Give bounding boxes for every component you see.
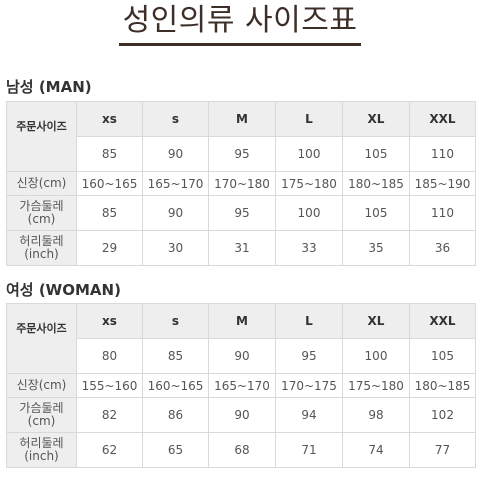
women-height-cell: 175~180 (342, 373, 410, 398)
women-order-size-label: 주문사이즈 (6, 303, 77, 374)
women-height-cell: 180~185 (409, 373, 476, 398)
men-size-xs: xs (76, 101, 143, 137)
men-size-code-row: 85 90 95 100 105 110 (7, 136, 476, 172)
men-waist-cell: 29 (76, 230, 143, 266)
men-height-label: 신장(cm) (6, 171, 77, 196)
women-size-m: M (208, 303, 276, 339)
men-chest-cell: 100 (275, 195, 343, 231)
women-size-xl: XL (342, 303, 410, 339)
women-chest-cell: 98 (342, 397, 410, 433)
men-chest-cell: 105 (342, 195, 410, 231)
men-size-xxl: XXL (409, 101, 476, 137)
men-size-table: 주문사이즈 xs s M L XL XXL 85 90 95 100 105 1… (6, 101, 476, 266)
men-code-cell: 100 (275, 136, 343, 172)
women-size-l: L (275, 303, 343, 339)
men-height-cell: 170~180 (208, 171, 276, 196)
women-chest-cell: 94 (275, 397, 343, 433)
men-code-cell: 85 (76, 136, 143, 172)
title-wrap: 성인의류 사이즈표 (0, 2, 480, 46)
men-height-cell: 180~185 (342, 171, 410, 196)
men-waist-cell: 31 (208, 230, 276, 266)
women-code-cell: 90 (208, 338, 276, 374)
men-height-row: 신장(cm) 160~165 165~170 170~180 175~180 1… (6, 171, 476, 196)
men-code-cell: 90 (142, 136, 209, 172)
women-size-code-row: 80 85 90 95 100 105 (7, 338, 476, 374)
women-height-cell: 170~175 (275, 373, 343, 398)
men-section-heading: 남성 (MAN) (6, 78, 92, 96)
men-chest-row: 가슴둘레 (cm) 85 90 95 100 105 110 (6, 195, 476, 231)
men-waist-cell: 33 (275, 230, 343, 266)
men-size-xl: XL (342, 101, 410, 137)
women-height-cell: 160~165 (142, 373, 209, 398)
women-code-cell: 85 (142, 338, 209, 374)
women-chest-label: 가슴둘레 (cm) (6, 397, 77, 433)
men-waist-cell: 36 (409, 230, 476, 266)
men-chest-cell: 90 (142, 195, 209, 231)
men-height-cell: 165~170 (142, 171, 209, 196)
men-order-size-label: 주문사이즈 (6, 101, 77, 172)
men-size-m: M (208, 101, 276, 137)
men-size-header-row: 주문사이즈 xs s M L XL XXL (6, 101, 476, 172)
men-chest-cell: 95 (208, 195, 276, 231)
women-waist-label: 허리둘레 (inch) (6, 432, 77, 468)
women-waist-cell: 71 (275, 432, 343, 468)
men-height-cell: 185~190 (409, 171, 476, 196)
women-code-cell: 105 (409, 338, 476, 374)
men-code-cell: 95 (208, 136, 276, 172)
page-title: 성인의류 사이즈표 (118, 2, 362, 46)
women-chest-cell: 86 (142, 397, 209, 433)
men-height-cell: 160~165 (76, 171, 143, 196)
men-height-cell: 175~180 (275, 171, 343, 196)
women-chest-cell: 90 (208, 397, 276, 433)
men-waist-cell: 30 (142, 230, 209, 266)
men-waist-row: 허리둘레 (inch) 29 30 31 33 35 36 (6, 230, 476, 266)
women-code-cell: 100 (342, 338, 410, 374)
men-waist-label: 허리둘레 (inch) (6, 230, 77, 266)
women-waist-row: 허리둘레 (inch) 62 65 68 71 74 77 (6, 432, 476, 468)
men-chest-cell: 110 (409, 195, 476, 231)
women-size-s: s (142, 303, 209, 339)
women-waist-cell: 74 (342, 432, 410, 468)
women-waist-cell: 77 (409, 432, 476, 468)
women-size-xxl: XXL (409, 303, 476, 339)
women-section-heading: 여성 (WOMAN) (6, 281, 121, 299)
women-waist-cell: 68 (208, 432, 276, 468)
women-height-cell: 155~160 (76, 373, 143, 398)
women-height-cell: 165~170 (208, 373, 276, 398)
men-code-cell: 105 (342, 136, 410, 172)
women-height-row: 신장(cm) 155~160 160~165 165~170 170~175 1… (6, 373, 476, 398)
women-chest-cell: 82 (76, 397, 143, 433)
women-chest-row: 가슴둘레 (cm) 82 86 90 94 98 102 (6, 397, 476, 433)
women-size-table: 주문사이즈 xs s M L XL XXL 80 85 90 95 100 10… (6, 303, 476, 468)
women-height-label: 신장(cm) (6, 373, 77, 398)
women-waist-cell: 62 (76, 432, 143, 468)
women-code-cell: 95 (275, 338, 343, 374)
men-chest-label: 가슴둘레 (cm) (6, 195, 77, 231)
women-size-header-row: 주문사이즈 xs s M L XL XXL (6, 303, 476, 374)
men-chest-cell: 85 (76, 195, 143, 231)
men-size-s: s (142, 101, 209, 137)
women-waist-cell: 65 (142, 432, 209, 468)
men-waist-cell: 35 (342, 230, 410, 266)
women-chest-cell: 102 (409, 397, 476, 433)
women-size-xs: xs (76, 303, 143, 339)
men-size-l: L (275, 101, 343, 137)
men-code-cell: 110 (409, 136, 476, 172)
women-code-cell: 80 (76, 338, 143, 374)
